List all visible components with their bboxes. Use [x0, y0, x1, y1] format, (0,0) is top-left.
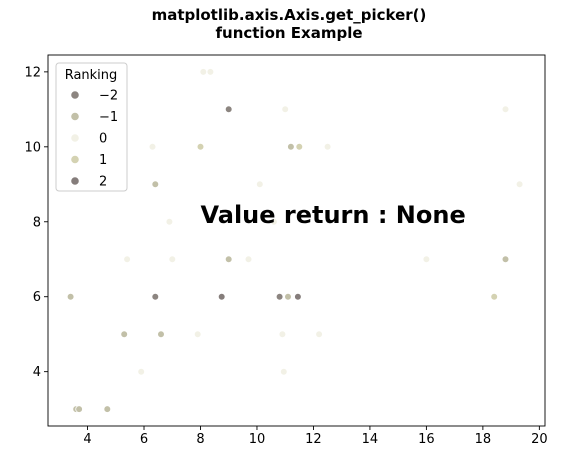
- data-point: [275, 292, 284, 301]
- data-point: [151, 180, 160, 189]
- x-tick-label: 12: [305, 432, 322, 447]
- data-point: [422, 255, 431, 264]
- data-point: [157, 330, 165, 339]
- data-point: [151, 292, 160, 301]
- data-point: [137, 367, 146, 376]
- data-point: [103, 405, 112, 413]
- data-point: [217, 292, 226, 301]
- y-tick-label: 4: [33, 365, 41, 380]
- data-point: [196, 143, 205, 151]
- y-tick-label: 8: [33, 215, 41, 230]
- data-point: [287, 143, 295, 151]
- legend-marker: [70, 111, 80, 122]
- legend: Ranking −2 −1 0 1 2: [55, 62, 128, 192]
- chart-title-line-2: function Example: [215, 24, 362, 42]
- y-axis-ticks: 4 6 8 10 12: [24, 65, 48, 380]
- y-tick-label: 6: [33, 290, 41, 305]
- x-tick-label: 20: [531, 432, 548, 447]
- data-point: [165, 218, 174, 226]
- legend-marker: [70, 133, 80, 143]
- data-point: [66, 292, 75, 301]
- legend-title: Ranking: [65, 68, 118, 83]
- data-point: [281, 105, 290, 114]
- data-point: [224, 255, 233, 264]
- data-points: [66, 68, 524, 413]
- data-point: [123, 255, 131, 264]
- legend-label: 1: [99, 153, 107, 168]
- x-tick-label: 6: [140, 432, 148, 447]
- data-point: [224, 105, 233, 114]
- legend-entries: −2 −1 0 1 2: [70, 89, 118, 190]
- x-tick-label: 10: [249, 432, 266, 447]
- x-axis-ticks: 4 6 8 10 12 14 16 18 20: [83, 426, 548, 447]
- data-point: [75, 405, 83, 413]
- data-point: [323, 143, 332, 151]
- data-point: [199, 68, 208, 76]
- data-point: [515, 180, 524, 189]
- data-point: [255, 180, 264, 189]
- data-point: [294, 292, 302, 301]
- legend-marker: [70, 90, 80, 100]
- data-point: [284, 292, 292, 301]
- data-point: [193, 330, 202, 339]
- x-tick-label: 16: [418, 432, 435, 447]
- data-point: [490, 292, 499, 301]
- x-tick-label: 4: [83, 432, 91, 447]
- y-tick-label: 12: [24, 65, 41, 80]
- x-tick-label: 14: [362, 432, 379, 447]
- data-point: [501, 105, 510, 114]
- x-tick-label: 8: [196, 432, 204, 447]
- plot-area: [47, 54, 546, 427]
- legend-marker: [70, 176, 80, 186]
- data-point: [148, 143, 157, 151]
- data-point: [244, 255, 253, 264]
- legend-marker: [70, 154, 80, 165]
- chart-title-line-1: matplotlib.axis.Axis.get_picker(): [152, 6, 427, 24]
- data-point: [206, 68, 215, 76]
- data-point: [270, 218, 278, 226]
- legend-label: −2: [99, 89, 118, 104]
- data-point: [120, 330, 128, 339]
- x-tick-label: 18: [475, 432, 492, 447]
- y-tick-label: 10: [24, 140, 41, 155]
- data-point: [295, 143, 304, 151]
- legend-label: −1: [99, 110, 118, 125]
- chart-annotation: Value return : None: [200, 201, 465, 229]
- data-point: [278, 330, 287, 339]
- legend-label: 0: [99, 132, 107, 147]
- data-point: [315, 330, 323, 339]
- data-point: [168, 255, 177, 264]
- data-point: [279, 367, 288, 376]
- data-point: [501, 255, 510, 264]
- legend-label: 2: [99, 175, 107, 190]
